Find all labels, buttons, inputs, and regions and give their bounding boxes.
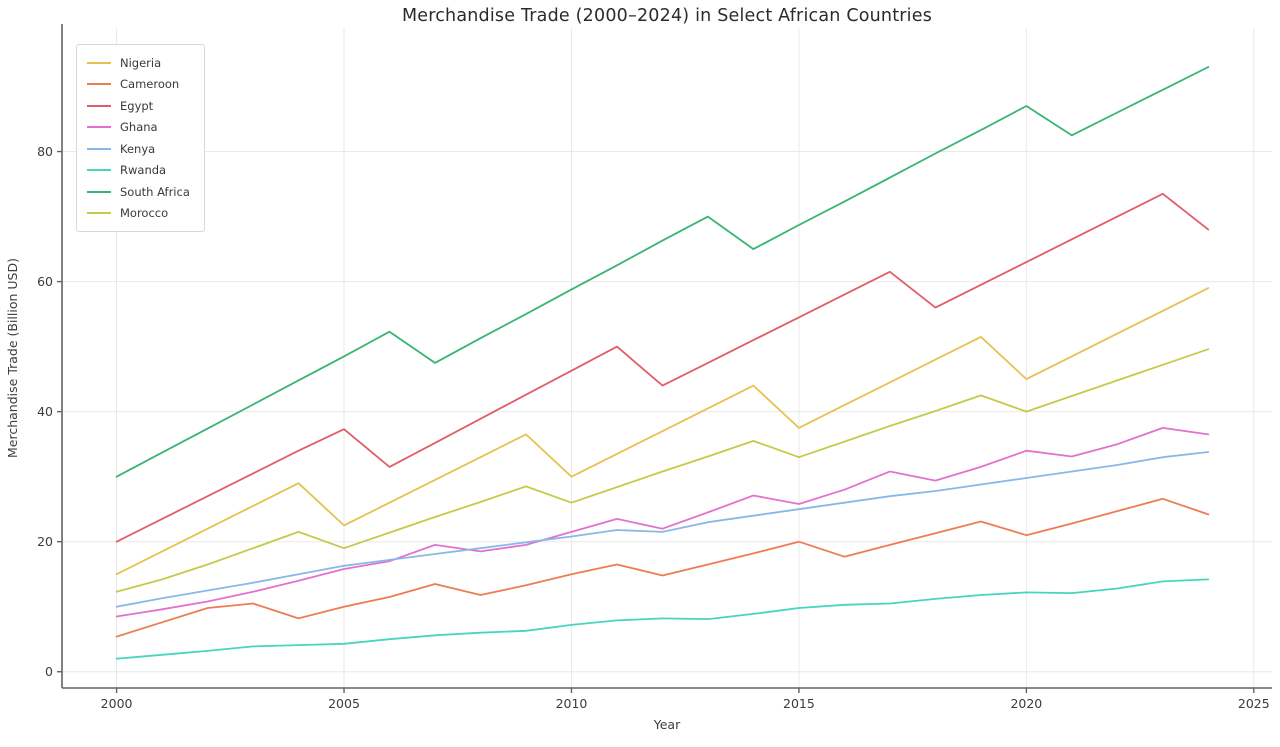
- legend-label: Rwanda: [120, 163, 167, 178]
- y-tick-label: 60: [37, 274, 53, 289]
- legend-label: Ghana: [120, 120, 158, 135]
- legend-swatch: [87, 212, 111, 215]
- legend-item-kenya: Kenya: [87, 138, 190, 160]
- series-line-ghana: [115, 426, 1210, 618]
- legend-swatch: [87, 190, 111, 193]
- series-line-kenya: [115, 451, 1210, 608]
- legend-swatch: [87, 147, 111, 150]
- series-line-egypt: [115, 192, 1210, 543]
- y-tick-label: 0: [45, 664, 53, 679]
- y-tick-label: 80: [37, 144, 53, 159]
- y-tick-label: 40: [37, 404, 53, 419]
- x-tick-label: 2005: [328, 696, 360, 711]
- chart-title: Merchandise Trade (2000–2024) in Select …: [401, 6, 933, 26]
- legend-label: Egypt: [120, 98, 154, 113]
- legend-swatch: [87, 169, 111, 172]
- x-tick-label: 2015: [783, 696, 815, 711]
- x-tick-label: 2025: [1238, 696, 1270, 711]
- legend-item-south-africa: South Africa: [87, 181, 190, 203]
- x-tick-label: 2010: [556, 696, 588, 711]
- legend-swatch: [87, 126, 111, 129]
- legend-swatch: [87, 104, 111, 107]
- y-tick-label: 20: [37, 534, 53, 549]
- y-axis-label: Merchandise Trade (Billion USD): [5, 258, 20, 458]
- legend-item-morocco: Morocco: [87, 203, 190, 225]
- legend-label: Nigeria: [120, 55, 162, 70]
- legend-item-nigeria: Nigeria: [87, 52, 190, 74]
- legend: Nigeria Cameroon Egypt Ghana Kenya Rwanda Sout…: [76, 44, 205, 232]
- series-line-rwanda: [115, 578, 1210, 660]
- x-tick-label: 2020: [1010, 696, 1042, 711]
- legend-item-ghana: Ghana: [87, 117, 190, 139]
- x-axis-label: Year: [653, 717, 681, 732]
- legend-item-egypt: Egypt: [87, 95, 190, 117]
- series-line-nigeria: [115, 287, 1210, 576]
- legend-label: South Africa: [120, 184, 190, 199]
- legend-item-cameroon: Cameroon: [87, 74, 190, 96]
- legend-label: Morocco: [120, 206, 169, 221]
- legend-label: Cameroon: [120, 77, 180, 92]
- series-line-south-africa: [115, 66, 1210, 478]
- series-line-cameroon: [115, 497, 1210, 638]
- legend-item-rwanda: Rwanda: [87, 160, 190, 182]
- legend-label: Kenya: [120, 141, 156, 156]
- series-line-morocco: [115, 348, 1210, 593]
- legend-swatch: [87, 83, 111, 86]
- legend-swatch: [87, 61, 111, 64]
- x-tick-label: 2000: [101, 696, 133, 711]
